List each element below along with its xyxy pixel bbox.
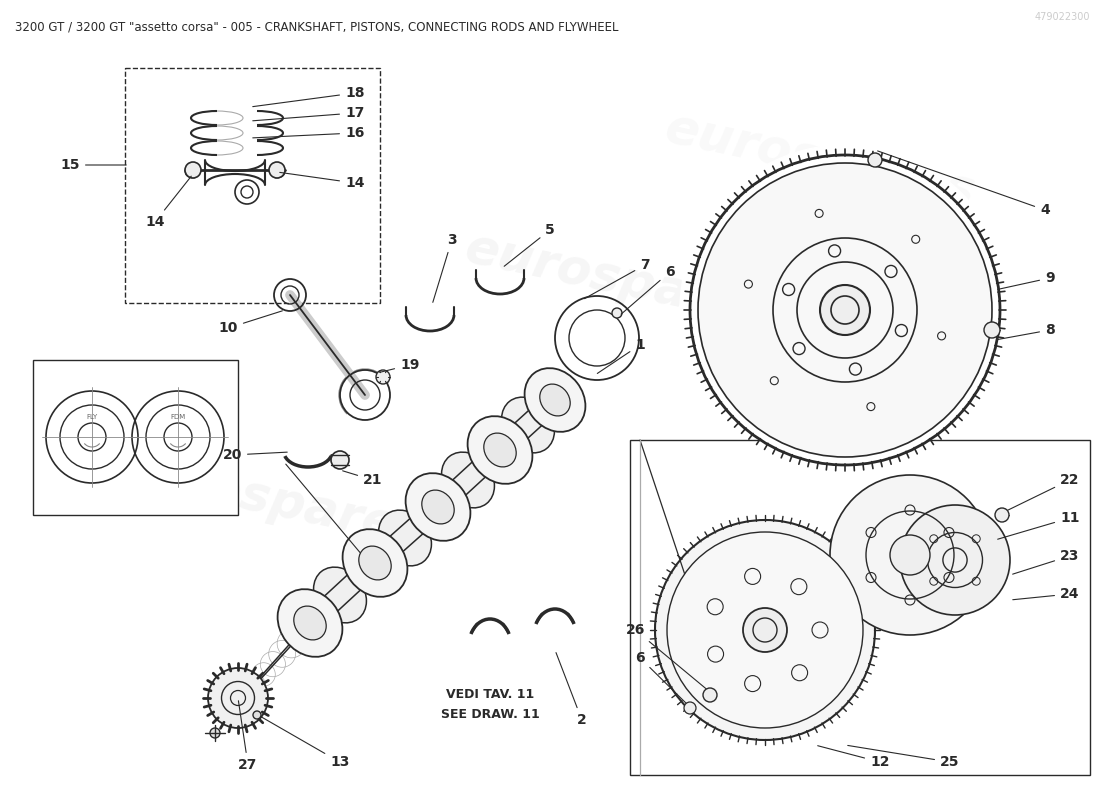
Circle shape xyxy=(376,370,390,384)
Text: 7: 7 xyxy=(584,258,650,298)
Ellipse shape xyxy=(540,384,570,416)
Text: 27: 27 xyxy=(239,701,257,772)
Circle shape xyxy=(331,451,349,469)
Circle shape xyxy=(830,475,990,635)
Text: eurospares: eurospares xyxy=(660,104,979,216)
Text: 6: 6 xyxy=(636,651,691,708)
Bar xyxy=(630,440,1090,775)
Circle shape xyxy=(742,608,786,652)
Ellipse shape xyxy=(294,606,327,640)
Text: FDM: FDM xyxy=(170,414,186,420)
Ellipse shape xyxy=(359,546,392,580)
Text: 12: 12 xyxy=(817,746,890,769)
Text: 4: 4 xyxy=(878,151,1049,217)
Text: 3200 GT / 3200 GT "assetto corsa" - 005 - CRANKSHAFT, PISTONS, CONNECTING RODS A: 3200 GT / 3200 GT "assetto corsa" - 005 … xyxy=(15,20,618,33)
Text: eurospares: eurospares xyxy=(461,224,780,336)
Text: FLY: FLY xyxy=(87,414,98,420)
Circle shape xyxy=(698,163,992,457)
Text: 11: 11 xyxy=(998,511,1079,539)
Text: 25: 25 xyxy=(848,746,959,769)
Text: 5: 5 xyxy=(504,223,554,266)
Text: 22: 22 xyxy=(1004,473,1079,512)
Text: 23: 23 xyxy=(1013,549,1079,574)
Circle shape xyxy=(690,155,1000,465)
Ellipse shape xyxy=(468,416,532,484)
Text: 8: 8 xyxy=(998,323,1055,339)
Text: 2: 2 xyxy=(556,653,586,727)
Text: 21: 21 xyxy=(343,471,383,487)
Text: 20: 20 xyxy=(222,448,287,462)
Ellipse shape xyxy=(378,510,431,566)
Circle shape xyxy=(612,308,621,318)
Circle shape xyxy=(253,711,261,719)
Text: SEE DRAW. 11: SEE DRAW. 11 xyxy=(441,709,539,722)
Text: 6: 6 xyxy=(621,265,674,314)
Text: 16: 16 xyxy=(253,126,364,140)
Circle shape xyxy=(684,702,696,714)
Circle shape xyxy=(270,162,285,178)
Text: 14: 14 xyxy=(145,176,191,229)
Text: 19: 19 xyxy=(379,358,419,372)
Circle shape xyxy=(820,285,870,335)
Circle shape xyxy=(210,728,220,738)
Text: 14: 14 xyxy=(279,172,364,190)
Ellipse shape xyxy=(277,589,342,657)
Ellipse shape xyxy=(525,368,585,432)
Text: 3: 3 xyxy=(432,233,456,302)
Text: 479022300: 479022300 xyxy=(1034,12,1090,22)
Ellipse shape xyxy=(441,452,494,508)
Circle shape xyxy=(703,688,717,702)
Text: VEDI TAV. 11: VEDI TAV. 11 xyxy=(446,689,535,702)
Text: 26: 26 xyxy=(626,623,708,690)
Circle shape xyxy=(890,535,930,575)
Circle shape xyxy=(868,153,882,167)
Ellipse shape xyxy=(484,433,516,467)
Text: 13: 13 xyxy=(261,716,350,769)
Text: 1: 1 xyxy=(597,338,645,374)
Circle shape xyxy=(654,520,875,740)
Text: 18: 18 xyxy=(253,86,364,106)
Circle shape xyxy=(208,668,268,728)
Ellipse shape xyxy=(502,397,554,453)
Ellipse shape xyxy=(342,529,407,597)
Bar xyxy=(125,68,380,303)
Ellipse shape xyxy=(406,473,471,541)
Bar xyxy=(33,360,238,515)
Text: eurospares: eurospares xyxy=(110,444,429,556)
Text: 24: 24 xyxy=(1013,587,1079,601)
Text: 15: 15 xyxy=(60,158,126,172)
Ellipse shape xyxy=(421,490,454,524)
Text: 9: 9 xyxy=(998,271,1055,290)
Circle shape xyxy=(667,532,864,728)
Ellipse shape xyxy=(314,567,366,623)
Circle shape xyxy=(900,505,1010,615)
Text: 10: 10 xyxy=(219,311,283,335)
Circle shape xyxy=(680,145,1010,475)
Circle shape xyxy=(996,508,1009,522)
Text: 17: 17 xyxy=(253,106,364,121)
Circle shape xyxy=(185,162,201,178)
Text: 20: 20 xyxy=(286,464,384,577)
Circle shape xyxy=(984,322,1000,338)
